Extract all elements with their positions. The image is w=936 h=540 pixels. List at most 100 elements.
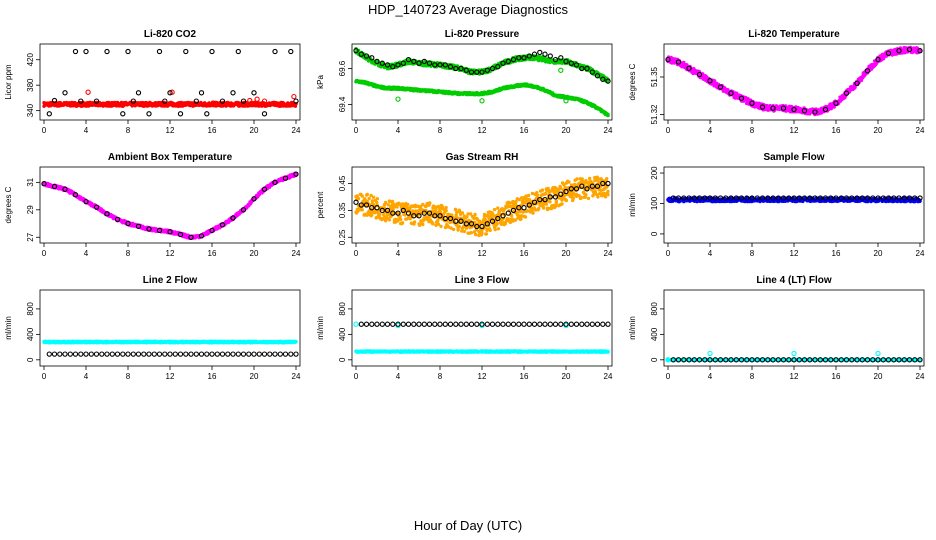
x-tick-label: 8 (750, 126, 755, 135)
data-point (365, 192, 369, 197)
data-point (447, 212, 451, 217)
data-point (496, 227, 501, 231)
data-point (543, 191, 548, 196)
data-point (833, 100, 839, 106)
data-point (712, 79, 717, 83)
x-tick-label: 4 (396, 249, 401, 258)
data-point (371, 195, 376, 199)
data-point (479, 98, 485, 104)
data-point (384, 62, 391, 68)
data-point (600, 76, 606, 82)
data-point (474, 232, 478, 237)
data-point (567, 180, 571, 184)
data-point (468, 69, 475, 75)
data-point (542, 51, 548, 57)
data-point (288, 48, 294, 55)
x-tick-label: 8 (438, 126, 443, 135)
data-point (375, 197, 380, 201)
data-point (247, 97, 253, 104)
data-point (875, 56, 881, 63)
data-point (383, 219, 388, 223)
data-point (251, 196, 257, 202)
data-point (906, 46, 913, 53)
data-point (563, 58, 569, 65)
x-tick-label: 16 (208, 249, 217, 258)
data-point (500, 60, 506, 66)
data-point (537, 49, 543, 56)
series-averages (665, 46, 923, 115)
y-tick-label: 29 (26, 205, 35, 214)
data-point (72, 48, 79, 55)
data-point (517, 197, 521, 202)
data-point (375, 200, 379, 205)
data-point (791, 106, 797, 113)
plot-frame (351, 43, 613, 121)
data-point (558, 67, 564, 73)
data-point (484, 67, 490, 73)
series-1-min (42, 100, 298, 108)
data-point (606, 113, 610, 118)
y-tick-label: 69.4 (338, 96, 347, 112)
data-point (537, 206, 541, 211)
data-point (509, 213, 514, 218)
data-point (388, 199, 392, 204)
data-point (51, 97, 58, 104)
series-averages (41, 171, 299, 240)
x-tick-label: 4 (396, 126, 401, 135)
y-axis-label: degrees C (628, 63, 637, 100)
data-point (405, 217, 409, 221)
data-point (431, 222, 435, 226)
data-point (353, 47, 359, 54)
panel-title: Ambient Box Temperature (108, 152, 233, 163)
data-point (219, 98, 226, 104)
x-tick-label: 12 (478, 126, 487, 135)
x-tick-label: 12 (478, 249, 487, 258)
data-point (682, 60, 686, 65)
x-tick-label: 16 (208, 126, 217, 135)
x-tick-label: 12 (166, 126, 175, 135)
data-point (293, 98, 299, 104)
data-point (449, 226, 453, 230)
series-1-min (666, 45, 922, 117)
data-point (293, 171, 299, 177)
data-point (146, 226, 152, 232)
data-point (473, 212, 477, 217)
x-tick-label: 4 (708, 126, 713, 135)
data-point (554, 201, 558, 205)
data-point (156, 48, 163, 55)
x-tick-label: 8 (126, 249, 131, 258)
data-point (387, 218, 392, 222)
data-point (62, 186, 68, 192)
data-point (480, 231, 484, 236)
data-point (125, 48, 131, 55)
data-point (484, 232, 489, 236)
data-point (135, 223, 142, 229)
data-point (395, 205, 399, 209)
y-tick-label: 0.25 (338, 229, 347, 245)
x-tick-label: 16 (832, 126, 841, 135)
data-point (399, 217, 403, 222)
data-point (474, 69, 480, 75)
data-point (444, 209, 448, 213)
data-point (114, 216, 121, 223)
data-point (251, 90, 257, 96)
data-point (728, 90, 734, 96)
data-point (442, 62, 448, 68)
data-point (219, 222, 226, 228)
data-point (451, 227, 456, 232)
x-tick-label: 8 (126, 126, 131, 135)
panel-title: Gas Stream RH (446, 152, 519, 163)
data-point (282, 175, 289, 181)
data-point (426, 215, 430, 220)
data-point (210, 100, 216, 106)
data-point (193, 98, 199, 104)
data-point (436, 218, 440, 223)
y-tick-label: 51.32 (650, 104, 659, 125)
y-axis-label: percent (316, 191, 325, 218)
data-point (495, 222, 499, 226)
data-point (843, 90, 850, 96)
x-tick-label: 16 (520, 249, 529, 258)
data-point (489, 65, 496, 72)
